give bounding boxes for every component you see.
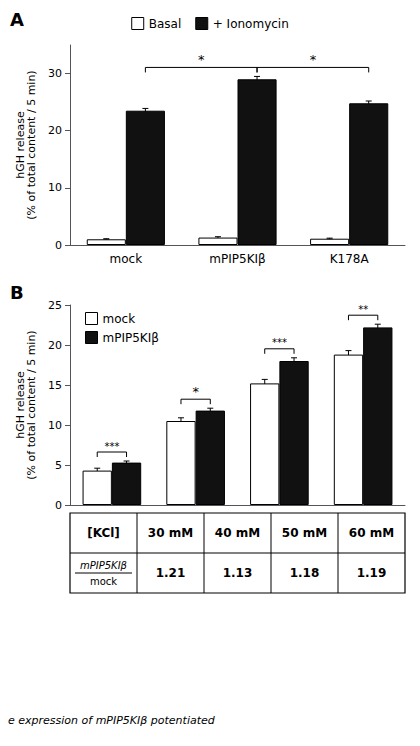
svg-text:mock: mock	[110, 252, 143, 266]
svg-text:e expression of mPIP5KIβ poten: e expression of mPIP5KIβ potentiated	[8, 714, 216, 727]
svg-text:*: *	[310, 52, 317, 67]
svg-text:30 mM: 30 mM	[148, 526, 193, 540]
svg-text:**: **	[358, 304, 368, 315]
svg-text:(% of total content / 5 min): (% of total content / 5 min)	[25, 330, 38, 479]
svg-text:30: 30	[48, 67, 62, 80]
svg-text:Basal: Basal	[149, 17, 182, 31]
svg-text:10: 10	[48, 181, 62, 194]
svg-text:*: *	[198, 52, 205, 67]
svg-text:hGH release: hGH release	[14, 371, 28, 439]
svg-text:A: A	[10, 9, 24, 30]
svg-text:mPIP5KIβ: mPIP5KIβ	[80, 560, 128, 571]
svg-text:mPIP5KIβ: mPIP5KIβ	[209, 252, 265, 266]
svg-text:B: B	[10, 282, 24, 303]
svg-text:***: ***	[104, 441, 119, 452]
svg-text:60 mM: 60 mM	[349, 526, 394, 540]
svg-text:1.21: 1.21	[156, 566, 186, 580]
svg-text:1.13: 1.13	[223, 566, 253, 580]
svg-text:+ Ionomycin: + Ionomycin	[213, 17, 289, 31]
svg-text:[KCl]: [KCl]	[87, 526, 120, 540]
svg-text:mock: mock	[90, 576, 117, 587]
svg-text:50 mM: 50 mM	[282, 526, 327, 540]
svg-text:hGH release: hGH release	[14, 111, 28, 179]
svg-text:15: 15	[48, 379, 62, 392]
svg-text:mock: mock	[103, 312, 136, 326]
svg-text:20: 20	[48, 339, 62, 352]
svg-text:10: 10	[48, 419, 62, 432]
svg-text:25: 25	[48, 299, 62, 312]
svg-text:1.18: 1.18	[290, 566, 320, 580]
svg-text:***: ***	[272, 337, 287, 348]
svg-text:0: 0	[55, 499, 62, 512]
svg-text:mPIP5KIβ: mPIP5KIβ	[103, 331, 159, 345]
svg-text:*: *	[192, 384, 199, 399]
svg-text:40 mM: 40 mM	[215, 526, 260, 540]
svg-text:(% of total content / 5 min): (% of total content / 5 min)	[25, 70, 38, 219]
svg-text:1.19: 1.19	[357, 566, 387, 580]
svg-text:K178A: K178A	[330, 252, 370, 266]
svg-text:5: 5	[55, 459, 62, 472]
svg-text:0: 0	[55, 239, 62, 252]
svg-text:20: 20	[48, 124, 62, 137]
